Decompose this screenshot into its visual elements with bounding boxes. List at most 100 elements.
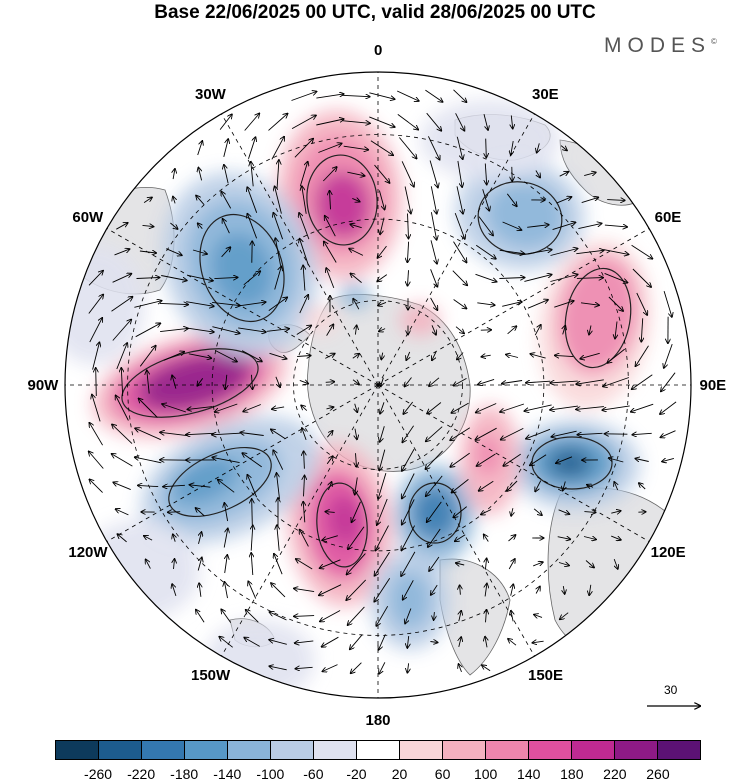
wind-vector (89, 479, 103, 493)
wind-vector (212, 457, 240, 464)
wind-vector (147, 370, 149, 394)
wind-vector (273, 450, 284, 470)
wind-vector (526, 428, 551, 438)
wind-vector (403, 401, 414, 414)
wind-vector (526, 381, 551, 383)
wind-vector (397, 90, 419, 101)
wind-vector (251, 525, 253, 551)
wind-vector (486, 610, 487, 623)
wind-vector (271, 429, 286, 439)
wind-vector (370, 140, 393, 155)
wind-vector (476, 403, 497, 413)
wind-vector (142, 225, 154, 226)
brand-logo: MODES© (604, 34, 717, 58)
wind-vector (506, 355, 519, 358)
wind-vector (609, 458, 624, 463)
wind-vector (406, 351, 409, 360)
wind-vector (589, 325, 591, 335)
wind-vector (401, 525, 415, 551)
wind-vector (508, 639, 517, 646)
colorbar-swatch (271, 741, 314, 759)
wind-vector (550, 381, 578, 383)
wind-vector (482, 189, 490, 210)
wind-vector (221, 247, 231, 258)
wind-vector (454, 212, 465, 239)
anomaly-region (339, 284, 371, 308)
wind-vector (172, 584, 177, 597)
wind-vector (269, 640, 287, 645)
map-border (64, 71, 692, 699)
wind-vector (533, 562, 543, 567)
wind-vector (356, 453, 357, 467)
wind-vector (455, 113, 465, 130)
wind-vector (399, 137, 416, 159)
wind-vector (402, 448, 415, 471)
wind-vector (430, 186, 436, 213)
wind-vector (478, 378, 495, 384)
colorbar-tick-label: 60 (434, 766, 451, 782)
wind-vector (251, 553, 253, 576)
wind-vector (163, 352, 184, 361)
wind-vector (273, 213, 284, 240)
wind-vector (197, 141, 203, 156)
wind-vector (212, 433, 241, 435)
anomaly-region (474, 433, 502, 477)
wind-vector (431, 584, 438, 595)
wind-vector (511, 141, 513, 155)
wind-vector (241, 350, 262, 362)
wind-vector (348, 526, 365, 549)
wind-vector (475, 427, 497, 440)
wind-vector (223, 139, 228, 158)
wind-vector (378, 245, 387, 258)
wind-vector (350, 634, 363, 650)
wind-vector (508, 559, 515, 570)
wind-vector (294, 139, 313, 158)
wind-vector (501, 427, 524, 439)
wind-vector (248, 581, 257, 599)
wind-vector (199, 583, 201, 597)
wind-vector (173, 534, 175, 542)
wind-vector (536, 170, 540, 178)
wind-vector (277, 473, 280, 499)
wind-vector (352, 198, 359, 201)
wind-vector (324, 242, 337, 263)
wind-vector (556, 456, 573, 463)
wind-vector (221, 609, 232, 623)
wind-vector (402, 425, 414, 443)
anomaly-region (388, 570, 432, 630)
wind-vectors (89, 89, 677, 674)
wind-vector (212, 301, 240, 305)
colorbar-tick-label: -20 (346, 766, 367, 782)
wind-vector (134, 301, 161, 308)
wind-vector (291, 92, 317, 101)
wind-vector (453, 241, 467, 263)
wind-vector (408, 270, 409, 286)
wind-vector (212, 326, 239, 334)
contour-line (316, 482, 368, 568)
wind-vector (460, 585, 461, 595)
wind-vector (457, 352, 464, 360)
wind-vector (316, 119, 343, 126)
longitude-label: 60W (72, 209, 104, 226)
wind-vector (530, 354, 546, 359)
wind-vector (117, 534, 127, 543)
wind-vector (580, 352, 600, 358)
wind-vector (581, 197, 599, 204)
wind-vector (299, 162, 307, 187)
wind-vector (507, 326, 517, 335)
colorbar-ticks: -260 -220 -180 -140 -100 -60 -20 20 60 100 140 180 2… (55, 766, 701, 782)
wind-vector (587, 485, 594, 488)
wind-vector (146, 559, 151, 569)
wind-vector (632, 433, 652, 434)
anomaly-field (65, 100, 680, 698)
wind-vector (92, 342, 100, 370)
wind-vector (427, 402, 442, 414)
wind-vector (500, 403, 525, 412)
wind-vector (502, 302, 522, 307)
wind-vector (377, 274, 388, 282)
wind-vector (160, 432, 188, 437)
wind-vector (196, 508, 205, 517)
wind-vector (430, 240, 437, 263)
wind-vector (485, 163, 486, 185)
wind-vector (426, 475, 443, 496)
